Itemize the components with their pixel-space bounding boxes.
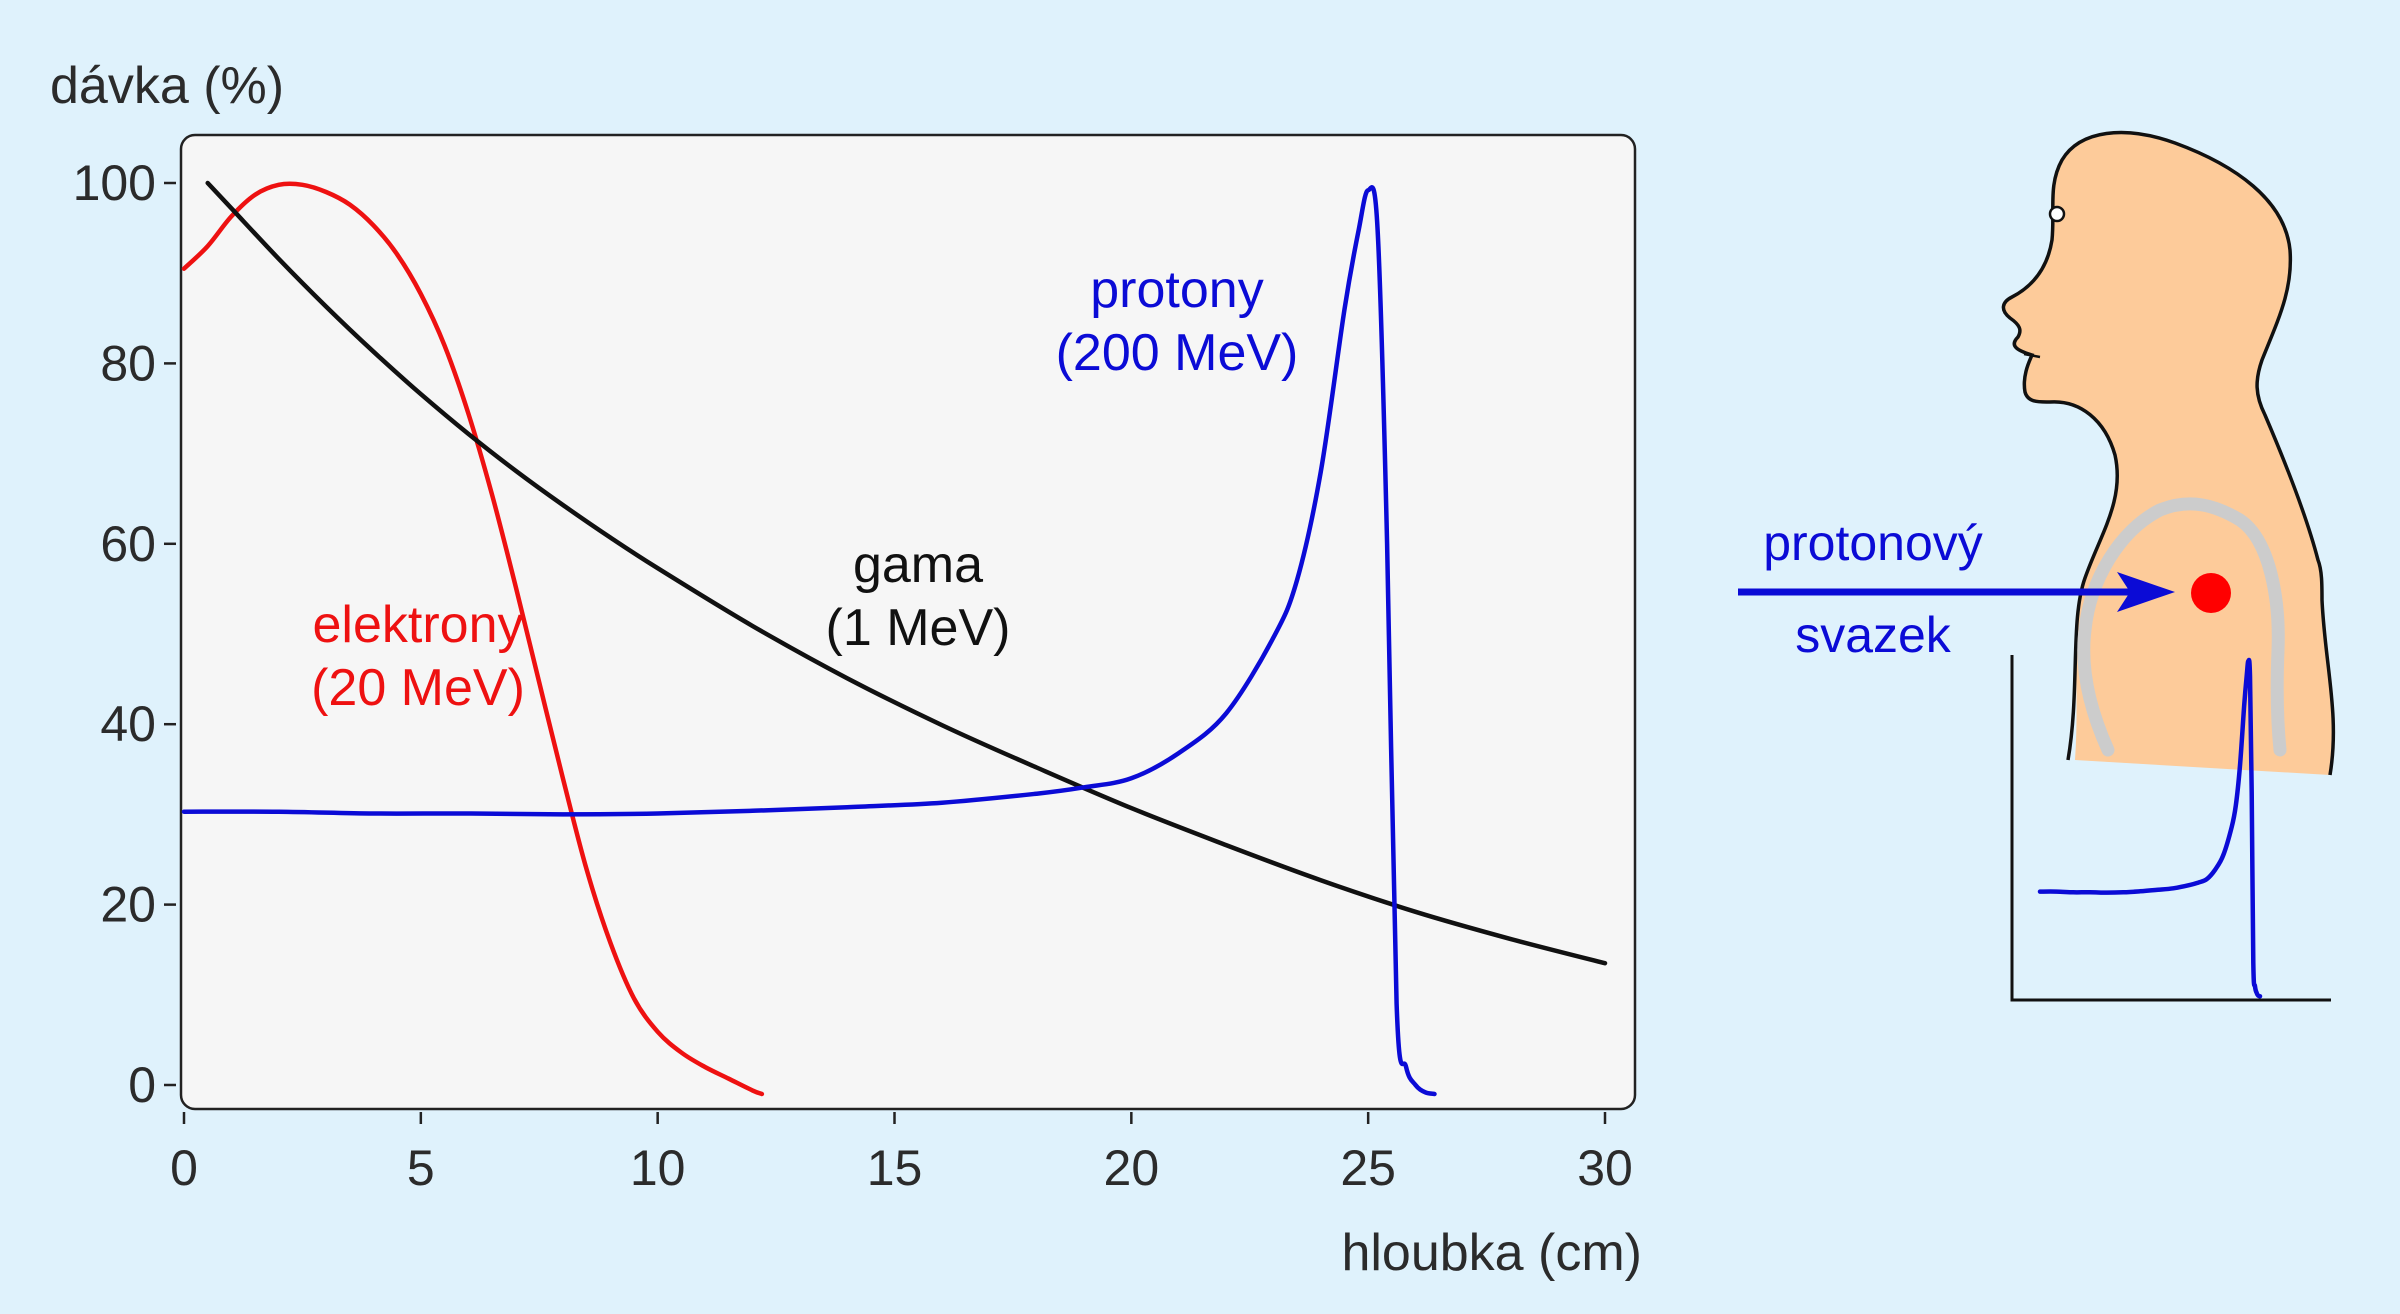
series-line-elektrony xyxy=(181,181,765,1097)
patient-illustration: protonový svazek xyxy=(1738,130,2336,1002)
series-label-protony: protony xyxy=(1090,261,1263,319)
x-tick-label: 30 xyxy=(1577,1140,1633,1196)
patient-outline xyxy=(2001,130,2336,776)
y-axis-title: dávka (%) xyxy=(50,57,284,115)
x-tick-label: 10 xyxy=(630,1140,686,1196)
y-tick-label: 60 xyxy=(100,516,156,572)
y-tick-label: 40 xyxy=(100,696,156,752)
y-tick-label: 0 xyxy=(128,1057,156,1113)
x-tick-label: 25 xyxy=(1340,1140,1396,1196)
series-label-gama: gama xyxy=(853,536,983,594)
x-tick-label: 15 xyxy=(867,1140,923,1196)
y-tick-label: 80 xyxy=(100,335,156,391)
eye-icon xyxy=(2048,205,2066,223)
skeleton-outline xyxy=(2077,497,2287,757)
mouth-icon xyxy=(2023,352,2041,359)
beam-label-line-1: protonový xyxy=(1763,515,1983,571)
series-line-gama xyxy=(205,180,1608,966)
plot-background xyxy=(179,133,1637,1111)
inset-bragg-curve xyxy=(2037,657,2263,999)
series-label-elektrony: elektrony xyxy=(313,596,524,654)
tumor-target xyxy=(2191,573,2231,613)
series-label-gama: (1 MeV) xyxy=(826,599,1011,657)
y-axis: 0 20 40 60 80 100 xyxy=(73,155,176,1113)
plot-area xyxy=(179,133,1637,1111)
series-label-elektrony: (20 MeV) xyxy=(311,659,525,717)
series-line-protony xyxy=(181,184,1437,1097)
series-layer xyxy=(181,180,1608,1097)
x-axis-title: hloubka (cm) xyxy=(1341,1224,1642,1282)
series-labels: elektrony(20 MeV) gama(1 MeV) protony(200 … xyxy=(311,261,1298,717)
inset-axes xyxy=(2010,655,2331,1002)
x-tick-label: 20 xyxy=(1104,1140,1160,1196)
y-tick-label: 100 xyxy=(73,155,156,211)
x-tick-label: 5 xyxy=(407,1140,435,1196)
arrowhead-icon xyxy=(2117,572,2175,612)
x-axis: 0 5 10 15 20 25 30 xyxy=(170,1112,1633,1196)
y-tick-label: 20 xyxy=(100,877,156,933)
x-tick-label: 0 xyxy=(170,1140,198,1196)
beam-label-line-2: svazek xyxy=(1795,607,1952,663)
series-label-protony: (200 MeV) xyxy=(1056,324,1299,382)
